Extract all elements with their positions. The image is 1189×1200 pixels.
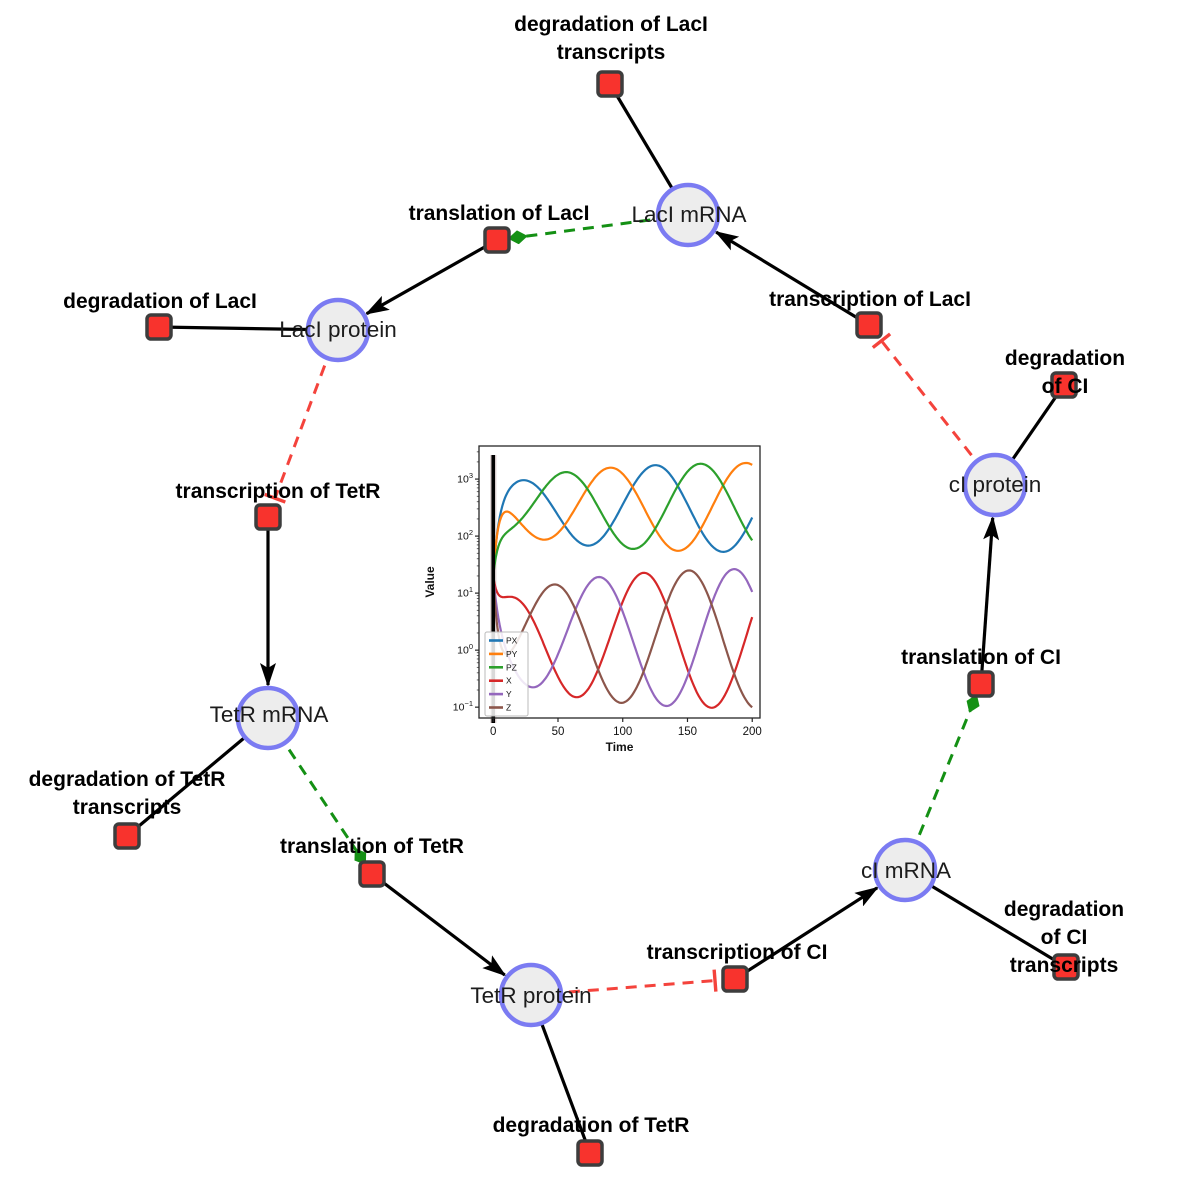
node-transcription-tetr	[254, 503, 282, 531]
edge-inhibition-tetr-protein-to-transcription-ci	[530, 969, 718, 997]
chart-y-tick: 103	[457, 471, 473, 486]
chart-legend-label-PZ: PZ	[506, 662, 517, 672]
chart-x-tick: 200	[743, 726, 762, 738]
chart-legend-label-PX: PX	[506, 636, 518, 646]
chart-series-X	[492, 571, 754, 709]
edge-production-translation-laci-to-laci-protein	[364, 238, 498, 316]
edge-production-translation-tetr-to-tetr-protein	[371, 872, 507, 977]
node-degradation-tetr-transcripts	[113, 822, 141, 850]
chart-x-tick: 0	[490, 726, 496, 738]
edge-production-transcription-laci-to-laci-mrna	[714, 230, 870, 327]
chart-series-PX	[492, 464, 754, 577]
label-tetr-protein: TetR protein	[470, 983, 592, 1008]
inset-chart: PX PY PZ XYZ 0 50 100 150 200 10−1 100 101 102 103 Tim…	[423, 445, 762, 754]
chart-xlabel: Time	[606, 740, 634, 754]
node-degradation-ci	[1050, 371, 1078, 399]
label-transcription-laci: transcription of LacI	[769, 288, 971, 311]
label-laci-protein: LacI protein	[279, 317, 397, 342]
edge-inhibition-ci-protein-to-transcription-laci	[871, 332, 997, 486]
label-translation-tetr: translation of TetR	[280, 835, 464, 858]
label-transcription-ci: transcription of CI	[646, 941, 828, 964]
label-laci-mrna: LacI mRNA	[631, 202, 747, 227]
chart-legend-label-X: X	[506, 676, 512, 686]
label-translation-laci: translation of LacI	[408, 202, 590, 225]
node-ci-protein	[962, 452, 1028, 518]
label-degradation-laci-transcripts: degradation of LacI transcripts	[514, 13, 708, 64]
node-degradation-ci-transcripts	[1052, 953, 1080, 981]
node-laci-mrna	[655, 182, 721, 248]
chart-x-tick: 100	[613, 726, 632, 738]
chart-legend-label-Y: Y	[506, 689, 512, 699]
label-degradation-tetr: degradation of TetR	[492, 1114, 690, 1137]
node-translation-tetr	[358, 860, 386, 888]
label-ci-protein: cI protein	[948, 472, 1042, 497]
label-degradation-ci-transcripts: degradation of CI transcripts	[1003, 898, 1125, 977]
node-translation-laci	[483, 226, 511, 254]
node-transcription-laci	[855, 311, 883, 339]
chart-legend-label-Z: Z	[506, 703, 511, 713]
chart-series-PZ	[492, 462, 754, 577]
chart-legend-label-PY: PY	[506, 649, 518, 659]
node-laci-protein	[305, 297, 371, 363]
node-ci-mrna	[872, 837, 938, 903]
node-transcription-ci	[721, 965, 749, 993]
label-ci-mrna: cI mRNA	[861, 858, 951, 883]
chart-ylabel: Value	[423, 566, 437, 598]
label-degradation-ci: degradation of CI	[1004, 347, 1126, 398]
edge-production-transcription-ci-to-ci-mrna	[734, 886, 879, 981]
edge-modifier-ci-mrna-to-translation-ci	[903, 694, 980, 871]
node-degradation-laci-transcripts	[596, 70, 624, 98]
chart-legend: PX PY PZ XYZ	[484, 631, 529, 717]
chart-series-Y	[492, 568, 754, 708]
chart-series-PY	[492, 461, 753, 577]
chart-axes-box	[478, 445, 761, 719]
chart-x-tick: 50	[552, 726, 565, 738]
label-transcription-tetr: transcription of TetR	[175, 480, 381, 503]
label-degradation-tetr-transcripts: degradation of TetR transcripts	[28, 768, 226, 819]
node-tetr-protein	[498, 962, 564, 1028]
node-degradation-laci	[145, 313, 173, 341]
node-tetr-mrna	[235, 685, 301, 751]
edge-production-translation-ci-to-ci-protein	[979, 515, 1000, 685]
label-tetr-mrna: TetR mRNA	[209, 702, 329, 727]
chart-series-Z	[492, 569, 753, 709]
node-degradation-tetr	[576, 1139, 604, 1167]
chart-y-tick: 10−1	[453, 699, 473, 714]
chart-y-tick: 101	[457, 585, 473, 600]
label-degradation-laci: degradation of LacI	[63, 290, 257, 313]
node-translation-ci	[967, 670, 995, 698]
chart-x-tick: 150	[678, 726, 697, 738]
chart-y-tick: 100	[457, 642, 473, 657]
label-translation-ci: translation of CI	[901, 646, 1061, 669]
chart-y-tick: 102	[457, 528, 473, 543]
